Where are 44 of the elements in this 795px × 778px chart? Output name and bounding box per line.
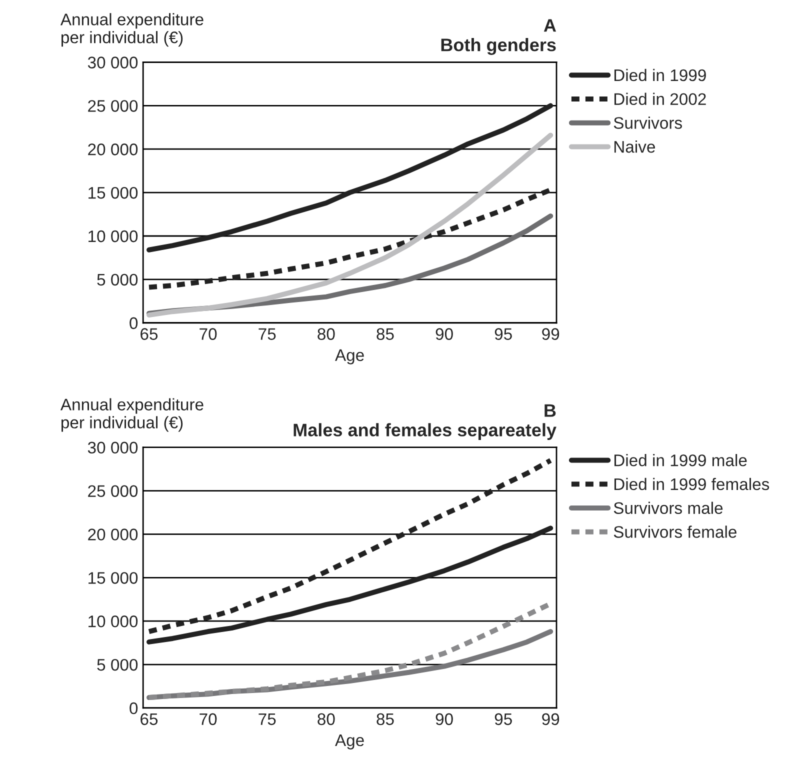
y-tick-label: 5 000 (97, 658, 138, 671)
x-axis-title: Age (335, 349, 364, 364)
x-tick-label: 70 (200, 713, 217, 726)
legend-label: Survivors (614, 116, 682, 129)
x-tick-label: 70 (200, 328, 217, 340)
x-axis-title: Age (335, 734, 364, 750)
y-tick-label: 30 000 (88, 442, 138, 454)
y-tick-label: 15 000 (88, 186, 138, 199)
y-tick-label: 10 000 (88, 616, 138, 628)
chart-title: B Males and females separeately (294, 404, 556, 440)
y-tick-label: 25 000 (88, 100, 138, 112)
legend-label: Died in 2002 (614, 92, 706, 106)
x-tick-label: 95 (494, 713, 512, 726)
legend-label: Survivors male (614, 502, 723, 514)
x-tick-label: 65 (140, 713, 158, 726)
x-tick-label: 90 (436, 328, 453, 340)
y-tick-label: 0 (130, 702, 138, 714)
legend-label: Naive (614, 140, 655, 153)
y-tick-label: 20 000 (88, 528, 138, 540)
y-tick-label: 5 000 (97, 274, 138, 286)
legend-label: Died in 1999 females (614, 478, 770, 490)
y-tick-label: 30 000 (88, 56, 138, 68)
y-axis-title: Annual expenditure per individual (€) (60, 398, 204, 432)
y-axis-title: Annual expenditure per individual (€) (60, 13, 204, 47)
x-tick-label: 99 (542, 328, 560, 340)
y-tick-label: 15 000 (88, 572, 138, 584)
y-tick-label: 10 000 (88, 230, 138, 242)
legend-label: Died in 1999 (614, 68, 706, 82)
legend-label: Died in 1999 male (614, 454, 747, 466)
x-tick-label: 80 (318, 328, 335, 340)
y-tick-label: 0 (130, 317, 138, 330)
x-tick-label: 80 (318, 713, 335, 726)
x-tick-label: 75 (258, 328, 276, 340)
y-tick-label: 25 000 (88, 485, 138, 497)
x-tick-label: 90 (436, 713, 453, 726)
legend-label: Survivors female (614, 526, 736, 538)
x-tick-label: 65 (140, 328, 158, 340)
x-tick-label: 75 (258, 713, 276, 726)
x-tick-label: 99 (542, 713, 560, 726)
x-tick-label: 85 (376, 713, 394, 726)
y-tick-label: 20 000 (88, 144, 138, 156)
x-tick-label: 95 (494, 328, 512, 340)
x-tick-label: 85 (376, 328, 394, 340)
chart-title: A Both genders (441, 19, 556, 55)
